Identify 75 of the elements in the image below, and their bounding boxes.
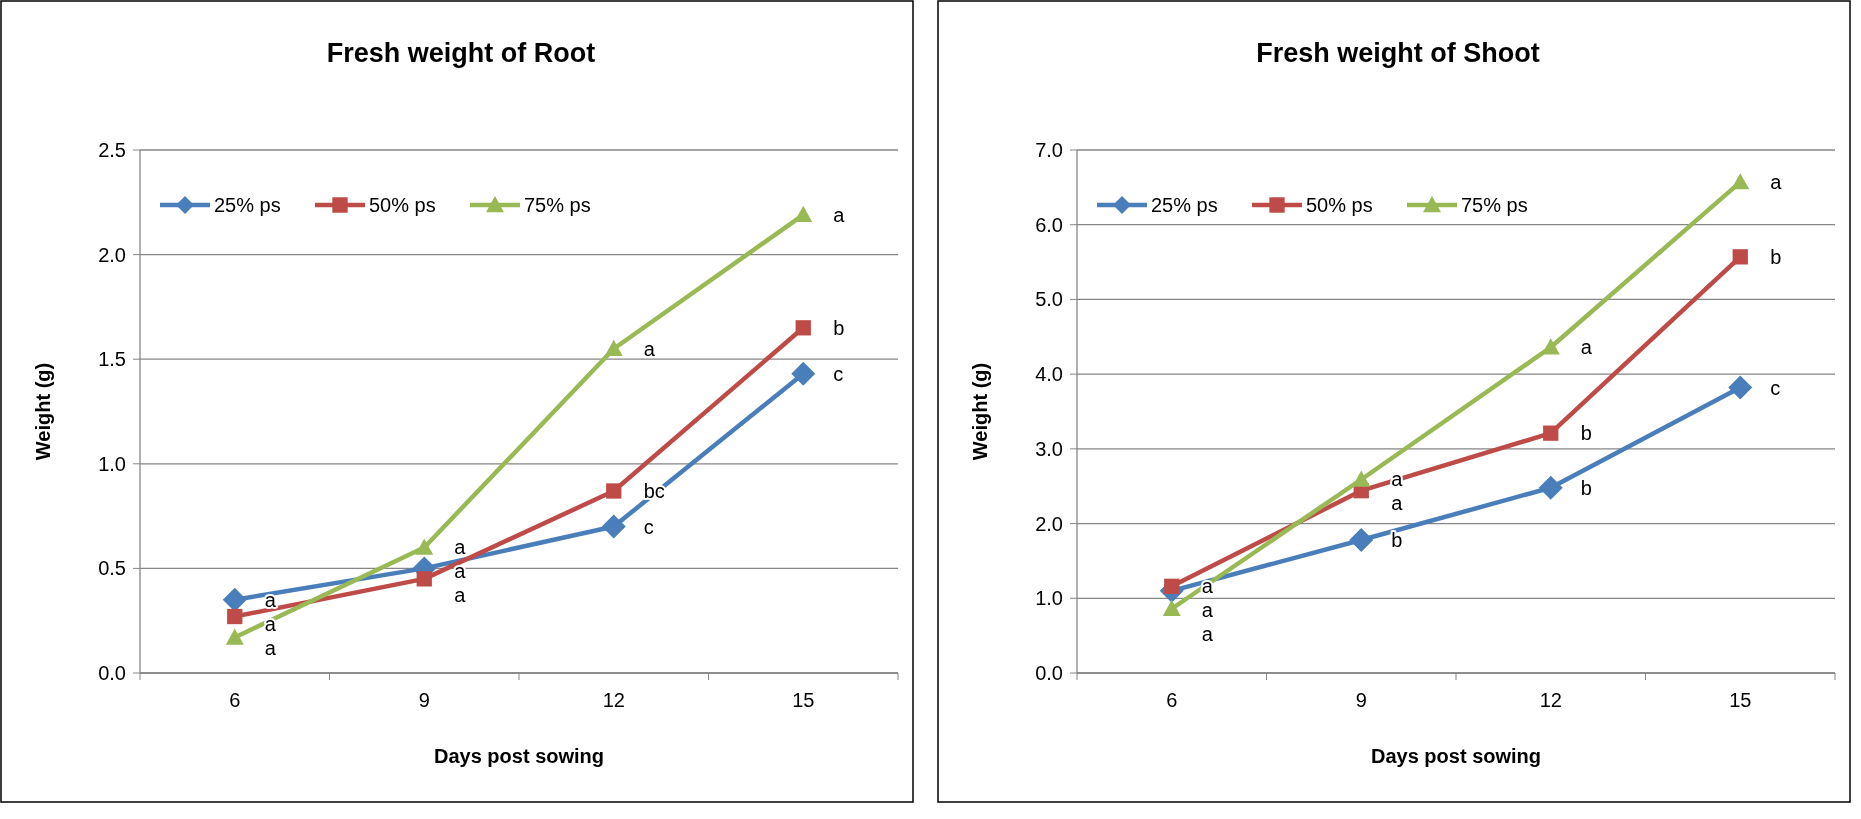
- point: [791, 361, 816, 386]
- chart-title: Fresh weight of Shoot: [1256, 38, 1540, 68]
- annotation: b: [1391, 529, 1403, 552]
- y-tick-label: 1.0: [1035, 587, 1063, 610]
- annotation: a: [1391, 492, 1404, 515]
- point: [1543, 425, 1559, 441]
- chart-title: Fresh weight of Root: [326, 38, 596, 68]
- legend-label: 25% ps: [1151, 194, 1218, 216]
- x-tick-label: 6: [229, 689, 241, 711]
- annotation: a: [833, 203, 846, 226]
- legend-label: 75% ps: [524, 194, 591, 216]
- point: [1731, 173, 1750, 190]
- point: [222, 587, 247, 612]
- legend-label: 75% ps: [1461, 194, 1528, 216]
- legend-label: 25% ps: [214, 194, 281, 216]
- annotation: a: [1770, 171, 1783, 194]
- x-tick-label: 9: [1355, 689, 1367, 711]
- x-tick-label: 15: [792, 689, 815, 711]
- annotation: a: [1580, 336, 1593, 359]
- annotation: a: [1201, 575, 1214, 598]
- point: [604, 339, 623, 356]
- y-tick-label: 0.0: [1035, 662, 1063, 684]
- y-tick-label: 4.0: [1035, 363, 1063, 386]
- point: [1349, 528, 1374, 553]
- annotation: b: [1580, 476, 1592, 499]
- x-tick-label: 12: [1539, 689, 1562, 711]
- annotation: c: [833, 362, 844, 385]
- point: [227, 608, 243, 625]
- x-axis-title: Days post sowing: [433, 745, 605, 767]
- annotation: b: [833, 316, 845, 339]
- x-tick-label: 9: [418, 689, 430, 711]
- point: [1732, 249, 1748, 265]
- point: [415, 538, 434, 555]
- y-tick-label: 0.0: [98, 662, 126, 684]
- annotation: a: [454, 584, 467, 607]
- point: [1352, 470, 1371, 487]
- annotation: a: [454, 536, 467, 559]
- x-tick-label: 12: [602, 689, 625, 711]
- x-tick-label: 6: [1166, 689, 1178, 711]
- y-tick-label: 6.0: [1035, 213, 1063, 236]
- legend-label: 50% ps: [1306, 194, 1373, 216]
- point: [601, 514, 626, 539]
- y-tick-label: 1.5: [98, 348, 126, 371]
- point: [606, 483, 622, 499]
- annotation: c: [1770, 376, 1781, 399]
- annotation: a: [1391, 468, 1404, 491]
- point: [795, 320, 811, 336]
- y-axis-title: Weight (g): [969, 362, 991, 461]
- x-tick-label: 15: [1729, 689, 1752, 711]
- annotation: a: [1201, 599, 1214, 622]
- y-tick-label: 3.0: [1035, 437, 1063, 460]
- annotation: a: [264, 636, 277, 659]
- point: [1541, 338, 1560, 355]
- y-tick-label: 2.0: [1035, 512, 1063, 535]
- point: [225, 628, 244, 645]
- y-tick-label: 7.0: [1035, 139, 1063, 161]
- y-tick-label: 5.0: [1035, 288, 1063, 311]
- y-tick-label: 2.0: [98, 243, 126, 266]
- legend-label: 50% ps: [369, 194, 436, 216]
- y-axis-title: Weight (g): [32, 362, 54, 461]
- point: [1162, 599, 1181, 616]
- annotation: b: [1580, 422, 1592, 445]
- y-tick-label: 0.5: [98, 557, 126, 580]
- x-axis-title: Days post sowing: [1370, 745, 1542, 767]
- point: [416, 571, 432, 587]
- annotation: a: [454, 560, 467, 583]
- y-tick-label: 1.0: [98, 452, 126, 475]
- point: [1728, 375, 1753, 400]
- annotation: a: [264, 588, 277, 611]
- annotation: b: [1770, 245, 1782, 268]
- annotation: a: [1201, 623, 1214, 646]
- point: [1538, 475, 1563, 500]
- annotation: c: [643, 515, 654, 538]
- annotation: a: [643, 337, 656, 360]
- y-tick-label: 2.5: [98, 139, 126, 161]
